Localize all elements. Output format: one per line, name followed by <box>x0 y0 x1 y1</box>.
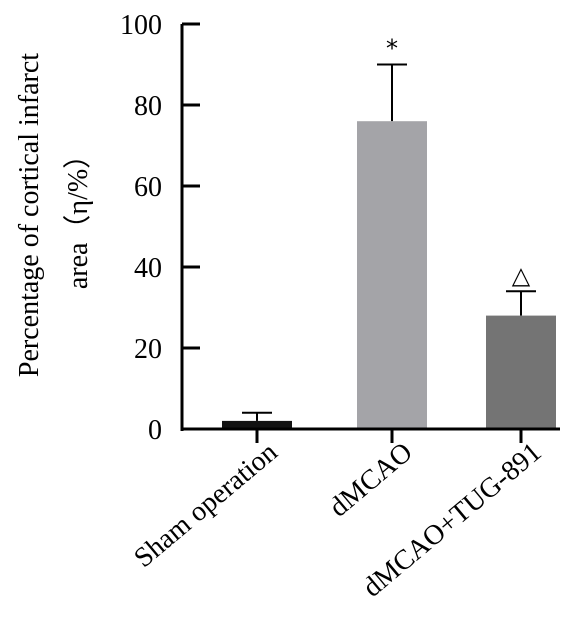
x-tick-label: dMCAO <box>323 437 418 524</box>
y-axis-title-line-2: area（η/%） <box>62 141 94 289</box>
y-tick-label: 80 <box>134 91 162 122</box>
bar <box>222 420 292 429</box>
y-axis-title-line-1: Percentage of cortical infarct <box>14 53 45 377</box>
bar <box>357 121 427 429</box>
y-axis: 0 20 40 60 80 100 <box>120 10 200 446</box>
significance-marker: * <box>386 35 398 63</box>
bars: *△ <box>222 35 556 429</box>
bar <box>486 315 556 429</box>
significance-marker: △ <box>512 261 531 289</box>
y-axis-title: Percentage of cortical infarct area（η/%） <box>14 53 94 377</box>
y-tick-label: 60 <box>134 172 162 203</box>
x-tick-label: Sham operation <box>128 437 283 574</box>
y-tick-label: 20 <box>134 334 162 365</box>
y-tick-label: 40 <box>134 253 162 284</box>
y-tick-label: 0 <box>148 415 162 446</box>
y-tick-label: 100 <box>120 10 162 41</box>
